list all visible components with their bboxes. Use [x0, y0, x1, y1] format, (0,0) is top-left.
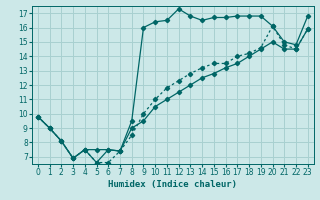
X-axis label: Humidex (Indice chaleur): Humidex (Indice chaleur)	[108, 180, 237, 189]
